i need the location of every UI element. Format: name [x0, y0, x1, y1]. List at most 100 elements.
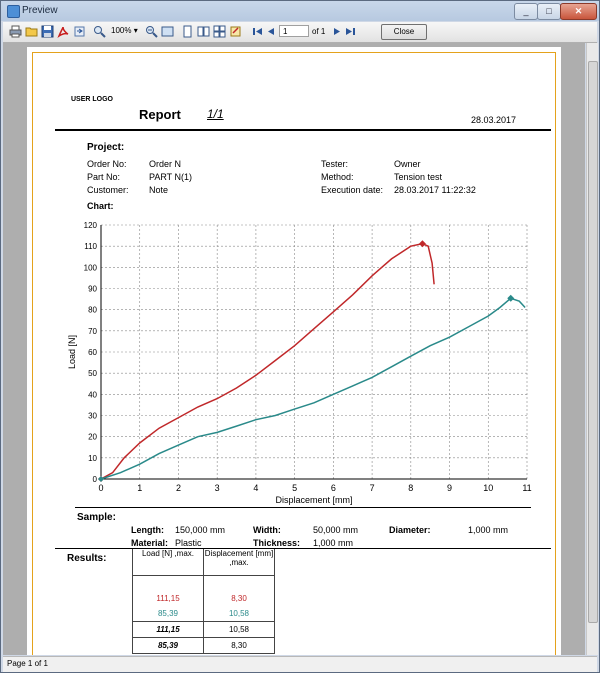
result-load: 85,39 [132, 606, 204, 622]
y-tick-label: 60 [88, 348, 97, 357]
part-no-value: PART N(1) [149, 172, 193, 182]
y-tick-label: 90 [88, 285, 97, 294]
print-icon[interactable] [9, 25, 22, 38]
report-page-number: 1/1 [207, 107, 224, 121]
results-header-row: Load [N] ,max. Displacement [mm] ,max. [132, 549, 275, 576]
x-tick-label: 5 [292, 483, 297, 493]
customer-label: Customer: [87, 185, 129, 195]
x-tick-label: 9 [447, 483, 452, 493]
y-tick-label: 20 [88, 433, 97, 442]
width-value: 50,000 mm [313, 525, 359, 535]
sample-heading: Sample: [77, 512, 116, 523]
results-table: Load [N] ,max. Displacement [mm] ,max. 1… [132, 549, 275, 654]
first-page-icon[interactable] [251, 25, 264, 38]
x-tick-label: 8 [408, 483, 413, 493]
result-load: 111,15 [132, 591, 204, 606]
table-row [132, 575, 275, 591]
x-tick-label: 6 [331, 483, 336, 493]
y-tick-label: 40 [88, 390, 97, 399]
minimize-button[interactable]: _ [514, 3, 538, 20]
status-text: Page 1 of 1 [7, 659, 48, 668]
y-tick-label: 0 [93, 475, 98, 484]
page-number-input[interactable]: 1 [279, 25, 309, 37]
result-displacement: 8,30 [203, 591, 275, 606]
export-icon[interactable] [73, 25, 86, 38]
thickness-label: Thickness: [253, 538, 301, 548]
series-line-1 [100, 242, 435, 480]
length-label: Length: [131, 525, 164, 535]
scrollbar-thumb[interactable] [588, 61, 598, 623]
load-displacement-chart: 0 1 2 3 4 5 6 7 8 9 10 1101020304050607080901001101… [67, 221, 532, 505]
page-margin-border [32, 52, 556, 655]
table-row: 85,39 10,58 [132, 606, 275, 622]
x-tick-label: 4 [253, 483, 258, 493]
user-logo: USER LOGO [71, 96, 114, 103]
tester-label: Tester: [321, 159, 349, 169]
vertical-scrollbar[interactable] [586, 43, 598, 655]
part-no-label: Part No: [87, 172, 121, 182]
sample-divider [55, 548, 551, 549]
y-tick-label: 120 [84, 221, 98, 230]
chart-heading: Chart: [87, 201, 114, 211]
preview-area[interactable]: USER LOGO Report 1/1 28.03.2017 Project:… [3, 43, 585, 655]
two-page-icon[interactable] [197, 25, 210, 38]
pdf-icon[interactable] [57, 25, 70, 38]
title-bar: Preview _ □ ✕ [1, 1, 599, 21]
window-close-button[interactable]: ✕ [560, 3, 597, 20]
results-header-load: Load [N] ,max. [132, 549, 204, 576]
result-displacement: 10,58 [203, 606, 275, 622]
y-tick-label: 50 [88, 369, 97, 378]
x-tick-label: 2 [176, 483, 181, 493]
material-value: Plastic [175, 538, 202, 548]
method-value: Tension test [394, 172, 443, 182]
toolbar: 100% ▾ 1 of 1 Close [3, 22, 597, 43]
prev-page-icon[interactable] [265, 25, 278, 38]
thickness-value: 1,000 mm [313, 538, 354, 548]
y-tick-label: 80 [88, 306, 97, 315]
close-button[interactable]: Close [381, 24, 427, 40]
table-row: 85,39 8,30 [132, 637, 275, 654]
x-tick-label: 11 [522, 483, 531, 493]
single-page-icon[interactable] [181, 25, 194, 38]
project-heading: Project: [87, 142, 125, 153]
series-line-2 [100, 297, 526, 480]
results-heading: Results: [67, 553, 107, 564]
find-icon[interactable] [93, 25, 106, 38]
y-tick-label: 30 [88, 412, 97, 421]
table-row: 111,15 8,30 [132, 591, 275, 606]
length-value: 150,000 mm [175, 525, 226, 535]
x-tick-label: 0 [98, 483, 103, 493]
report-title: Report [139, 107, 181, 122]
result-displacement: 8,30 [203, 637, 275, 654]
page-count-label: of 1 [312, 27, 326, 36]
settings-icon[interactable] [229, 25, 242, 38]
material-label: Material: [131, 538, 169, 548]
report-date: 28.03.2017 [471, 115, 517, 125]
save-icon[interactable] [41, 25, 54, 38]
fit-icon[interactable] [161, 25, 174, 38]
width-label: Width: [253, 525, 281, 535]
last-page-icon[interactable] [344, 25, 357, 38]
multi-page-icon[interactable] [213, 25, 226, 38]
app-icon [7, 5, 20, 18]
maximize-button[interactable]: □ [537, 3, 561, 20]
x-tick-label: 1 [137, 483, 142, 493]
diameter-label: Diameter: [389, 525, 431, 535]
y-tick-label: 110 [84, 242, 97, 251]
y-tick-label: 100 [84, 263, 98, 272]
method-label: Method: [321, 172, 354, 182]
result-displacement: 10,58 [203, 621, 275, 638]
open-icon[interactable] [25, 25, 38, 38]
results-header-displacement: Displacement [mm] ,max. [203, 549, 275, 576]
header-divider [55, 129, 551, 131]
max-marker-2 [507, 294, 515, 302]
chevron-down-icon: ▾ [133, 26, 138, 35]
next-page-icon[interactable] [330, 25, 343, 38]
zoom-value: 100% [111, 26, 132, 35]
tester-value: Owner [394, 159, 421, 169]
zoom-out-icon[interactable] [145, 25, 158, 38]
order-no-label: Order No: [87, 159, 127, 169]
zoom-select[interactable]: 100% ▾ [111, 26, 138, 35]
diameter-value: 1,000 mm [468, 525, 509, 535]
execution-date-label: Execution date: [321, 185, 384, 195]
